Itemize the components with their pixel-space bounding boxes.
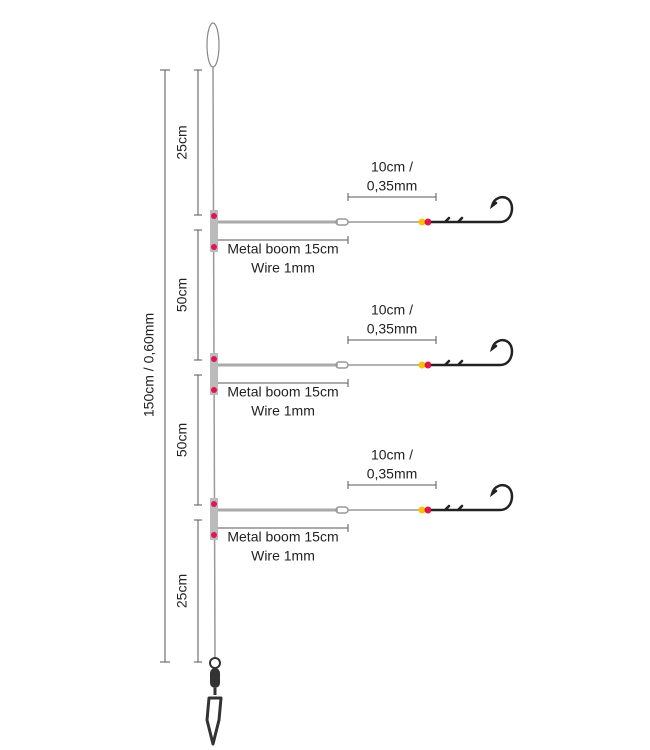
swivel-ring: [209, 657, 221, 669]
bead: [211, 356, 217, 362]
hook: [430, 484, 514, 512]
boom-crimp: [210, 353, 218, 395]
snood-label: 0,35mm: [367, 178, 418, 194]
bead: [211, 244, 217, 250]
overall-length-label: 150cm / 0,60mm: [141, 313, 157, 417]
snood-label: 0,35mm: [367, 321, 418, 337]
boom-label: Metal boom 15cm: [227, 529, 338, 545]
snood-label: 10cm /: [371, 447, 413, 463]
segment-label: 25cm: [174, 125, 190, 159]
snap: [205, 688, 223, 746]
bead: [418, 361, 426, 369]
loop: [206, 22, 220, 68]
snood-label: 0,35mm: [367, 466, 418, 482]
bead: [424, 361, 432, 369]
swivel: [205, 657, 223, 746]
boom-label: Wire 1mm: [251, 548, 315, 564]
swivel-body: [210, 668, 220, 688]
boom-crimp: [210, 210, 218, 252]
snood-label: 10cm /: [371, 159, 413, 175]
segment-label: 50cm: [174, 278, 190, 312]
hook: [430, 339, 514, 367]
snood-label: 10cm /: [371, 302, 413, 318]
boom-label: Wire 1mm: [251, 403, 315, 419]
bead: [418, 218, 426, 226]
segment-label: 25cm: [174, 574, 190, 608]
boom-label: Metal boom 15cm: [227, 241, 338, 257]
bead: [211, 387, 217, 393]
bead: [211, 501, 217, 507]
bead: [418, 506, 426, 514]
boom-crimp: [210, 498, 218, 540]
boom-label: Metal boom 15cm: [227, 384, 338, 400]
hook: [430, 196, 514, 224]
bead: [424, 506, 432, 514]
bead: [211, 213, 217, 219]
bead: [211, 532, 217, 538]
bead: [424, 218, 432, 226]
boom-label: Wire 1mm: [251, 260, 315, 276]
segment-label: 50cm: [174, 423, 190, 457]
